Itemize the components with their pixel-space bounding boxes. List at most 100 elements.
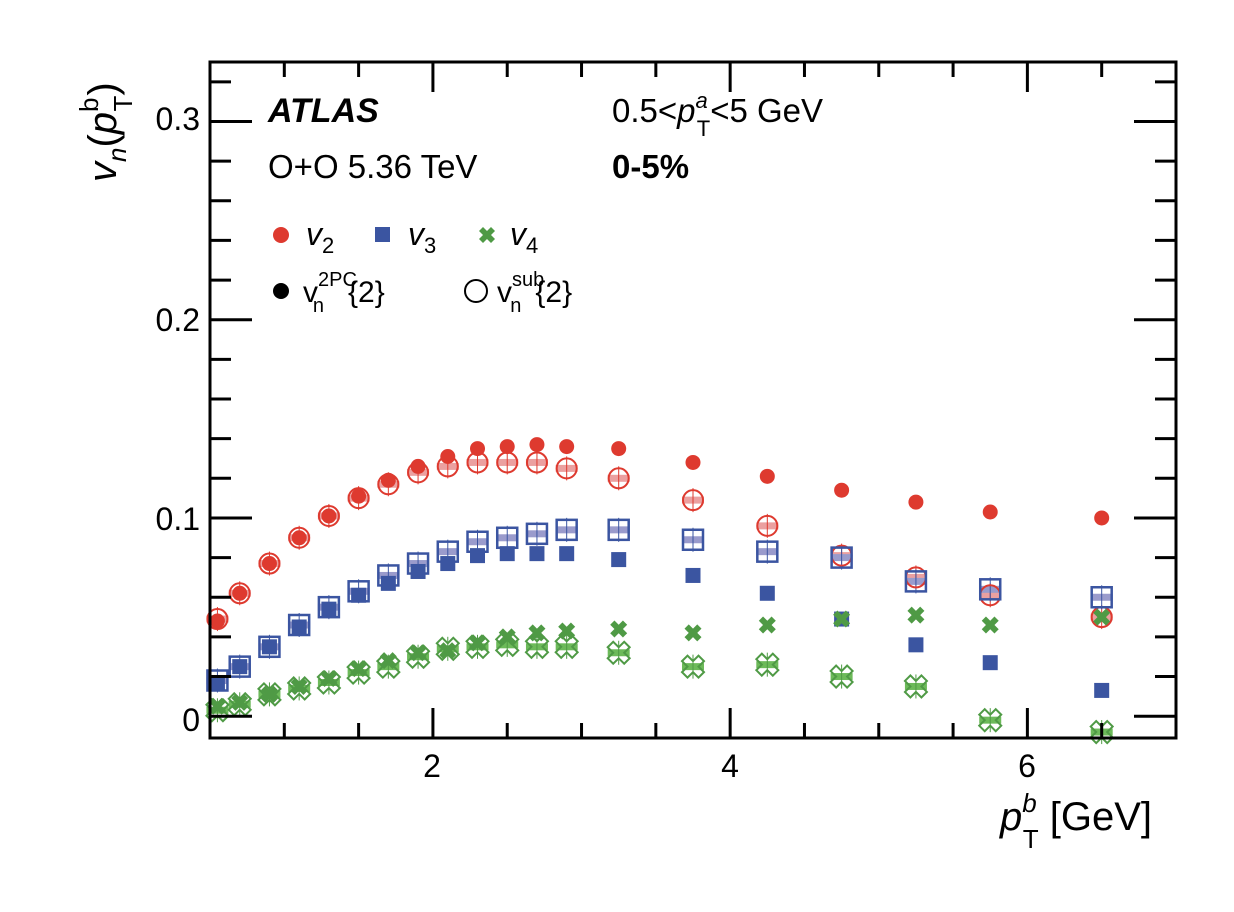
v4-2pc-point [231, 693, 249, 711]
v4-2pc-point [684, 624, 702, 642]
v3-sub-point [904, 570, 928, 593]
v2-2pc-point [1094, 510, 1110, 526]
v3-2pc-point [321, 601, 337, 617]
legend-marker-v2 [273, 227, 289, 243]
legend-label-2pc: v2PC n {2} [303, 269, 385, 317]
v3-sub-point [228, 655, 251, 678]
v2-sub-point [288, 526, 311, 549]
v2-sub-point [756, 514, 779, 537]
legend: v2 v3 v4 v2PC n {2} vsub n {2} [273, 216, 572, 317]
v3-2pc-point [291, 619, 307, 635]
v2-2pc-point [232, 585, 248, 601]
v4-sub-point [524, 634, 550, 660]
v3-2pc-point [1094, 682, 1110, 698]
v2-sub-point [347, 487, 370, 510]
v4-2pc-point [208, 697, 226, 715]
v3-sub-point [756, 540, 779, 563]
v4-sub-point [680, 654, 706, 680]
v2-2pc-point [834, 482, 850, 498]
systematic-band-layer [206, 450, 1113, 745]
v2-2pc-point [291, 530, 307, 546]
v3-sub-point [681, 528, 705, 552]
v2-2pc-point [499, 439, 515, 455]
v3-sub-point [830, 546, 853, 569]
collision-system-label: O+O 5.36 TeV [268, 148, 477, 185]
atlas-label: ATLAS [267, 92, 379, 130]
v3-sub-point [525, 522, 549, 546]
v3-2pc-point [611, 552, 627, 568]
v3-sub-point [317, 595, 341, 619]
v2-2pc-point [440, 448, 456, 464]
v3-sub-point [258, 635, 281, 659]
v3-2pc-point [559, 546, 575, 562]
centrality-label: 0-5% [612, 148, 689, 185]
y-tick-label: 0.1 [156, 501, 200, 537]
v2-2pc-point [410, 458, 426, 474]
v4-2pc-point [981, 616, 999, 634]
x-tick-label: 6 [1018, 748, 1036, 784]
v3-sub-point [1090, 585, 1113, 609]
v3-2pc-point [499, 546, 515, 562]
v4-2pc-point [907, 606, 925, 624]
v3-sub-point [978, 578, 1002, 601]
v2-2pc-point [209, 613, 225, 629]
v3-sub-point [607, 518, 630, 542]
v2-sub-point [228, 582, 251, 605]
v2-sub-point [555, 457, 578, 480]
v4-sub-point [829, 664, 855, 689]
v3-2pc-point [440, 556, 456, 572]
data-points-layer [205, 437, 1115, 745]
v4-sub-point [606, 640, 632, 666]
v4-2pc-point [260, 685, 278, 703]
v4-sub-point [903, 674, 929, 699]
v4-2pc-point [379, 652, 397, 670]
axes [208, 60, 1178, 740]
v2-sub-point [317, 504, 340, 527]
v4-2pc-point [833, 610, 851, 628]
v2-2pc-point [611, 441, 627, 457]
v4-sub-point [977, 707, 1003, 733]
v2-2pc-point [529, 437, 545, 453]
y-axis-label: vn(pb T) [74, 82, 138, 182]
v2-2pc-point [351, 488, 367, 504]
v4-2pc-point [610, 620, 628, 638]
v3-sub-point [206, 669, 229, 692]
v4-2pc-point [758, 616, 776, 634]
v3-2pc-point [982, 655, 998, 671]
v4-sub-point [257, 681, 282, 707]
v4-2pc-point [439, 642, 457, 660]
legend-marker-v4 [479, 227, 495, 243]
x-axis-label: pb T [GeV] [999, 788, 1152, 854]
pt-range-label: 0.5<pa T<5 GeV [612, 88, 823, 141]
v3-2pc-point [232, 659, 248, 675]
x-tick-label: 4 [721, 748, 739, 784]
v4-2pc-point [290, 677, 308, 695]
y-tick-label: 0 [182, 702, 200, 738]
v3-2pc-point [470, 548, 486, 564]
v2-sub-point [525, 451, 548, 474]
v2-2pc-point [380, 472, 396, 488]
legend-marker-sub [464, 279, 488, 303]
v2-2pc-point [321, 508, 337, 524]
v2-2pc-point [982, 504, 998, 520]
v3-2pc-point [380, 575, 396, 591]
v2-2pc-point [559, 439, 575, 455]
v3-sub-point [555, 518, 578, 542]
v2-2pc-point [470, 441, 486, 457]
v3-2pc-point [209, 674, 225, 690]
v2-sub-point [682, 489, 704, 512]
v4-2pc-point [558, 622, 576, 640]
legend-label-sub: vsub n {2} [497, 269, 572, 317]
v2-2pc-point [261, 556, 277, 572]
v4-2pc-point [320, 670, 338, 688]
v2-sub-point [206, 608, 229, 631]
v3-2pc-point [685, 567, 701, 583]
v4-2pc-point [1093, 608, 1111, 626]
y-tick-label: 0.2 [156, 302, 200, 338]
v3-2pc-point [759, 585, 775, 601]
legend-marker-v3 [375, 227, 390, 242]
v2-2pc-point [908, 494, 924, 510]
v4-sub-point [754, 652, 780, 678]
v2-sub-point [607, 467, 630, 490]
